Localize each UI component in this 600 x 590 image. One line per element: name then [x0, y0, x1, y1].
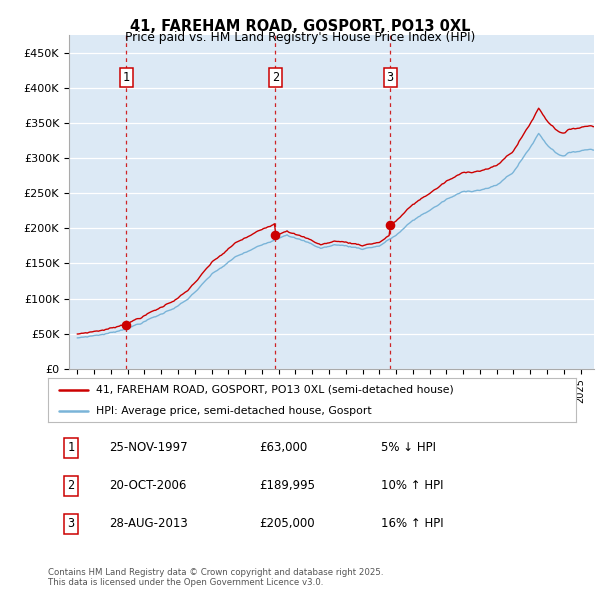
- Text: 3: 3: [386, 71, 394, 84]
- Text: 1: 1: [67, 441, 74, 454]
- Text: Contains HM Land Registry data © Crown copyright and database right 2025.
This d: Contains HM Land Registry data © Crown c…: [48, 568, 383, 587]
- Text: 1: 1: [122, 71, 130, 84]
- Point: [121, 320, 131, 329]
- Text: £189,995: £189,995: [259, 479, 315, 492]
- Text: 16% ↑ HPI: 16% ↑ HPI: [380, 517, 443, 530]
- Text: 41, FAREHAM ROAD, GOSPORT, PO13 0XL (semi-detached house): 41, FAREHAM ROAD, GOSPORT, PO13 0XL (sem…: [95, 385, 453, 395]
- Point: [385, 220, 395, 230]
- Text: 2: 2: [67, 479, 74, 492]
- Text: 41, FAREHAM ROAD, GOSPORT, PO13 0XL: 41, FAREHAM ROAD, GOSPORT, PO13 0XL: [130, 19, 470, 34]
- Text: £205,000: £205,000: [259, 517, 315, 530]
- Text: 25-NOV-1997: 25-NOV-1997: [109, 441, 187, 454]
- Text: 10% ↑ HPI: 10% ↑ HPI: [380, 479, 443, 492]
- Text: 5% ↓ HPI: 5% ↓ HPI: [380, 441, 436, 454]
- Text: 3: 3: [67, 517, 74, 530]
- Text: 2: 2: [272, 71, 279, 84]
- Text: HPI: Average price, semi-detached house, Gosport: HPI: Average price, semi-detached house,…: [95, 406, 371, 416]
- Text: 28-AUG-2013: 28-AUG-2013: [109, 517, 187, 530]
- Text: Price paid vs. HM Land Registry's House Price Index (HPI): Price paid vs. HM Land Registry's House …: [125, 31, 475, 44]
- Text: 20-OCT-2006: 20-OCT-2006: [109, 479, 186, 492]
- Text: £63,000: £63,000: [259, 441, 307, 454]
- Point: [271, 231, 280, 240]
